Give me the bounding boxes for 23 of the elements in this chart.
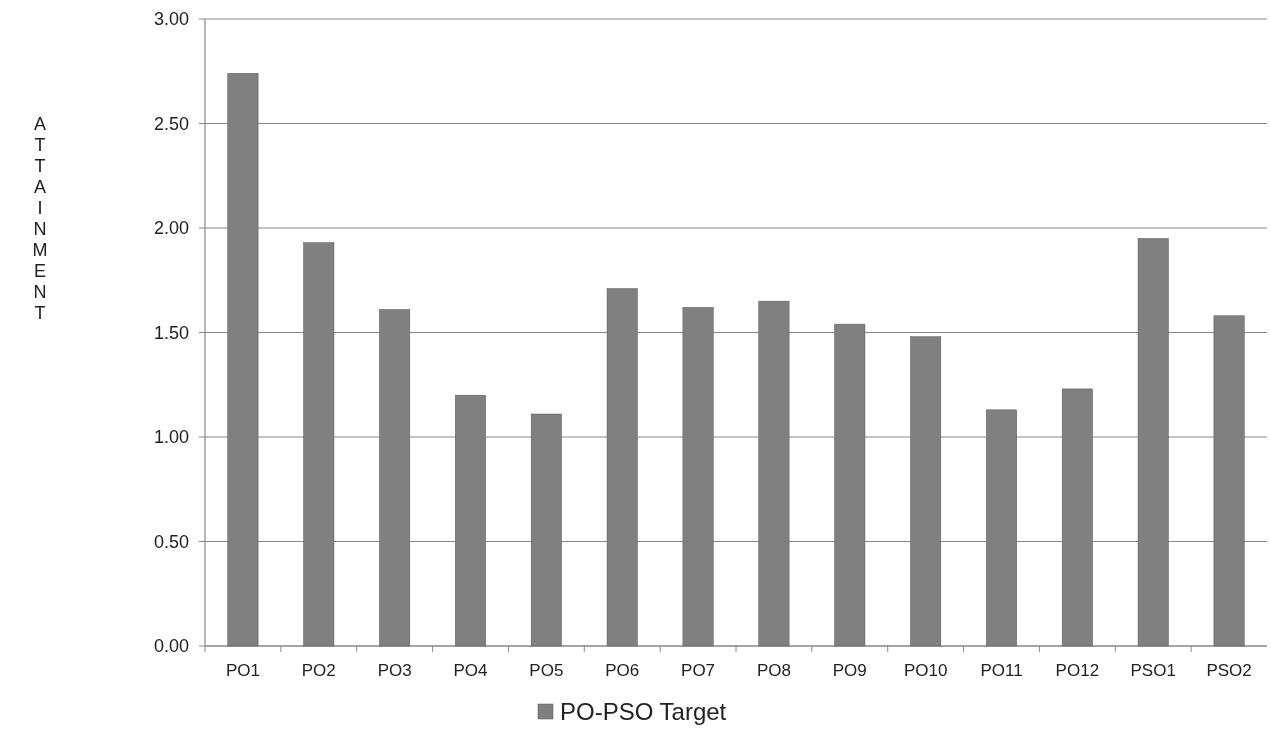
x-tick-label: PO2 [301,661,336,680]
x-tick-label: PO12 [1055,661,1100,680]
y-tick-label: 0.00 [153,636,189,657]
x-tick-label: PO5 [529,661,564,680]
x-tick-label: PO8 [756,661,791,680]
y-tick-label: 3.00 [153,9,189,30]
x-tick-label: PO10 [903,661,948,680]
y-tick-label: 1.50 [153,322,189,343]
x-tick-label: PO11 [980,661,1023,680]
legend-label: PO-PSO Target [560,698,727,726]
y-tick-label: 2.50 [153,113,189,134]
x-tick-label: PO4 [453,661,488,680]
text: ATTAINMENT [32,114,48,323]
y-tick-label: 1.00 [153,427,189,448]
x-tick-label: PO9 [832,661,867,680]
x-tick-label: PSO1 [1130,661,1176,680]
x-tick-label: PO3 [377,661,412,680]
y-tick-label: 2.00 [153,218,189,239]
x-tick-label: PO1 [225,661,260,680]
x-tick-label: PO6 [605,661,640,680]
y-tick-label: 0.50 [153,531,189,552]
x-tick-label: PSO2 [1206,661,1252,680]
x-tick-label: PO7 [681,661,716,680]
